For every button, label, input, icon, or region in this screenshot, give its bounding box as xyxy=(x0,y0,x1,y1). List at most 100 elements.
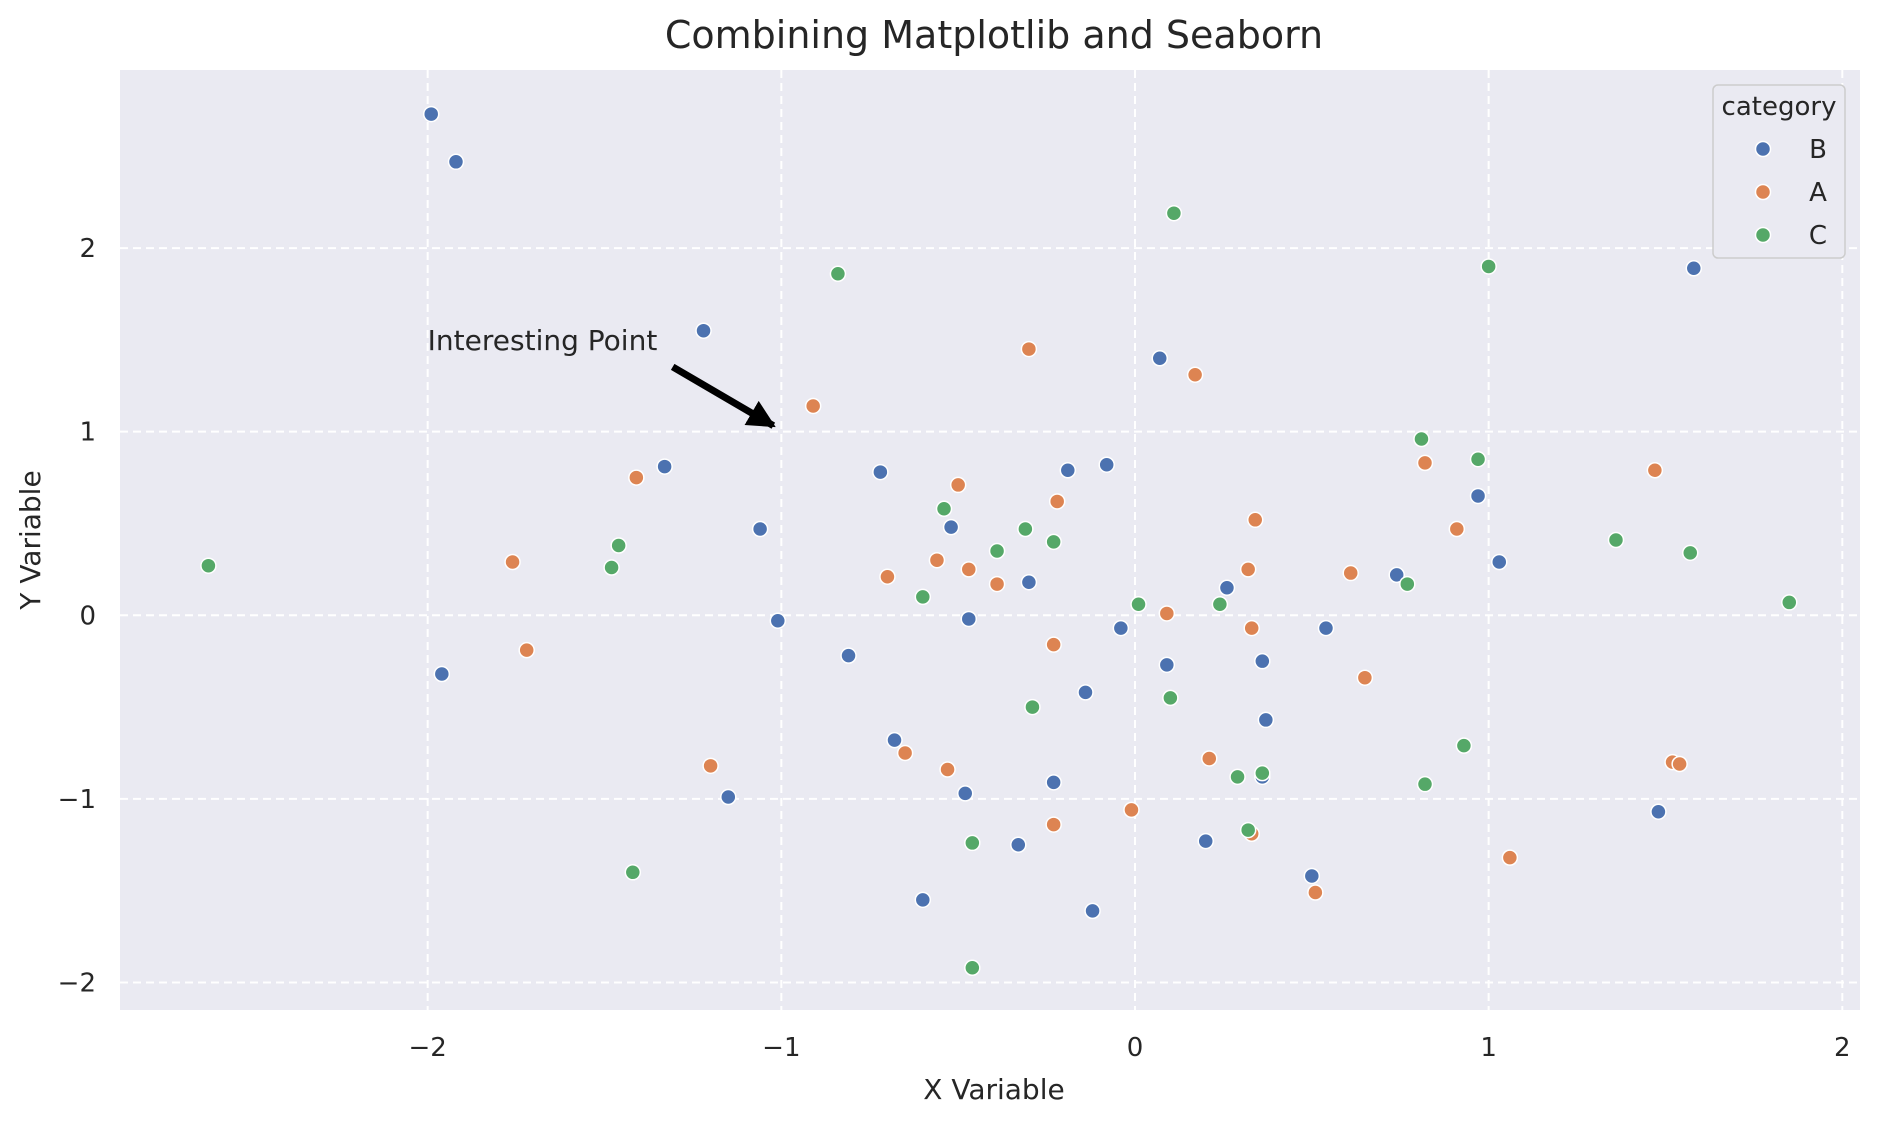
data-point-c xyxy=(1254,764,1271,782)
data-point-a xyxy=(1342,564,1359,582)
annotation-arrow xyxy=(670,363,776,429)
data-point-b xyxy=(1158,656,1176,674)
y-axis-label: Y Variable xyxy=(14,470,47,610)
data-point-a xyxy=(928,551,946,569)
data-point-a xyxy=(1356,669,1374,686)
data-point-a xyxy=(949,476,967,494)
data-point-c xyxy=(988,542,1006,560)
legend-marker-c xyxy=(1754,226,1772,244)
data-point-a xyxy=(960,561,978,578)
data-point-a xyxy=(1048,493,1066,510)
y-tick-label: 0 xyxy=(79,601,96,631)
data-point-a xyxy=(1448,520,1466,538)
data-point-b xyxy=(956,785,974,802)
data-point-c xyxy=(1017,520,1034,538)
data-point-a xyxy=(879,568,896,585)
data-point-a xyxy=(518,641,535,659)
x-axis-ticks: −2 −1 0 1 2 xyxy=(409,1033,1851,1063)
grid-lines xyxy=(120,70,1860,1010)
data-point-a xyxy=(1646,461,1664,479)
annotation: Interesting Point xyxy=(428,324,776,429)
data-point-c xyxy=(1607,531,1625,549)
data-point-c xyxy=(1024,698,1041,716)
data-point-b xyxy=(1098,456,1115,473)
data-point-a xyxy=(1186,366,1204,384)
data-point-b xyxy=(1084,902,1101,920)
x-tick-label: 0 xyxy=(1127,1033,1144,1063)
data-point-a xyxy=(1671,755,1688,773)
data-point-a xyxy=(804,397,822,415)
data-point-c xyxy=(603,559,620,576)
legend-box xyxy=(1712,84,1846,259)
data-point-b xyxy=(840,647,857,664)
data-point-b xyxy=(914,891,932,909)
data-point-b xyxy=(1650,803,1667,820)
data-point-b xyxy=(942,518,960,536)
data-point-c xyxy=(829,265,847,283)
data-point-a xyxy=(1501,849,1519,866)
data-point-a xyxy=(1243,619,1260,637)
data-point-c xyxy=(964,959,981,977)
data-point-b xyxy=(422,105,440,123)
data-point-c xyxy=(1413,430,1430,448)
legend-marker-a xyxy=(1754,183,1772,201)
data-point-b xyxy=(1045,774,1062,791)
data-point-c xyxy=(914,588,932,606)
data-points xyxy=(200,105,1798,977)
data-point-a xyxy=(1020,340,1038,358)
data-point-c xyxy=(1399,575,1416,593)
data-point-c xyxy=(1416,775,1434,793)
data-point-c xyxy=(964,834,981,852)
data-point-b xyxy=(886,731,903,749)
chart-title: Combining Matplotlib and Seaborn xyxy=(665,13,1323,57)
data-point-a xyxy=(1045,816,1062,833)
data-point-c xyxy=(1480,258,1497,275)
data-point-b xyxy=(751,520,769,538)
legend-label-b: B xyxy=(1809,135,1827,165)
data-point-b xyxy=(1059,461,1077,479)
data-point-c xyxy=(1229,768,1246,786)
data-point-b xyxy=(1197,832,1214,850)
data-point-b xyxy=(1254,652,1271,670)
data-point-a xyxy=(1307,884,1324,901)
data-point-c xyxy=(1239,821,1257,839)
data-point-b xyxy=(720,788,737,806)
data-point-a xyxy=(1239,561,1257,578)
data-point-a xyxy=(896,744,914,762)
data-point-c xyxy=(1045,533,1062,551)
x-tick-label: 1 xyxy=(1480,1033,1497,1063)
data-point-b xyxy=(1020,573,1038,591)
data-point-b xyxy=(1685,260,1703,277)
x-axis-label: X Variable xyxy=(923,1073,1064,1106)
data-point-b xyxy=(447,153,465,171)
data-point-b xyxy=(1317,619,1335,637)
data-point-c xyxy=(200,557,217,574)
data-point-c xyxy=(935,500,953,518)
data-point-b xyxy=(1218,579,1236,596)
data-point-c xyxy=(1681,544,1699,562)
data-point-b xyxy=(872,463,889,481)
data-point-a xyxy=(628,469,645,486)
data-point-a xyxy=(1123,801,1140,819)
data-point-a xyxy=(939,761,956,778)
legend-label-c: C xyxy=(1809,221,1827,251)
data-point-a xyxy=(504,553,521,571)
data-point-a xyxy=(988,575,1006,593)
data-point-b xyxy=(1491,553,1508,571)
data-point-c xyxy=(1469,450,1487,468)
data-point-c xyxy=(1130,596,1147,613)
data-point-b xyxy=(1010,836,1027,854)
data-point-b xyxy=(960,610,978,628)
data-point-a xyxy=(1158,605,1176,622)
data-point-a xyxy=(1045,636,1062,653)
data-point-b xyxy=(1303,867,1321,885)
x-tick-label: −2 xyxy=(409,1033,447,1063)
legend-label-a: A xyxy=(1809,178,1827,208)
x-tick-label: −1 xyxy=(762,1033,800,1063)
data-point-b xyxy=(433,665,451,683)
legend-marker-b xyxy=(1754,140,1772,158)
plot-area xyxy=(120,70,1860,1010)
x-tick-label: 2 xyxy=(1834,1033,1851,1063)
data-point-b xyxy=(769,612,787,630)
data-point-b xyxy=(1077,684,1094,701)
